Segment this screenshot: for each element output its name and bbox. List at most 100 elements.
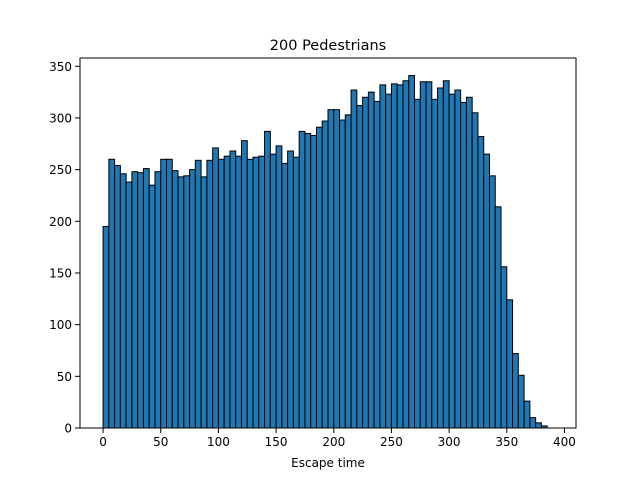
histogram-bar	[344, 114, 352, 429]
histogram-bar	[264, 130, 271, 429]
histogram-bar	[425, 81, 433, 429]
histogram-bar	[477, 136, 485, 429]
y-tick-label: 200	[49, 215, 72, 229]
histogram-bar	[206, 159, 214, 429]
x-tick-label: 200	[322, 435, 345, 449]
histogram-bar	[500, 266, 508, 429]
x-tick-label: 400	[553, 435, 576, 449]
y-tick-label: 50	[57, 370, 72, 384]
histogram-bar	[258, 155, 266, 429]
x-tick-label: 300	[438, 435, 461, 449]
histogram-bar	[483, 153, 490, 429]
histogram-bar	[362, 96, 369, 429]
x-tick-label: 250	[380, 435, 403, 449]
histogram-bar	[529, 417, 537, 429]
histogram-bar	[506, 299, 514, 429]
histogram-bar	[212, 147, 219, 429]
y-tick-label: 0	[64, 422, 72, 436]
histogram-bar	[171, 170, 179, 429]
histogram-bar	[160, 158, 168, 429]
histogram-bar	[442, 80, 450, 429]
histogram-bar	[102, 225, 110, 429]
histogram-bar	[379, 84, 387, 429]
histogram-bar	[402, 80, 410, 429]
histogram-bar	[183, 175, 191, 429]
histogram-bar	[200, 176, 208, 429]
x-axis-ticks: 0 50 100 150 200 250 300 350 400	[99, 428, 576, 449]
histogram-bar	[431, 98, 439, 429]
histogram-bar	[408, 75, 416, 429]
histogram-bar	[142, 168, 150, 429]
y-tick-label: 100	[49, 318, 72, 332]
histogram-bar	[373, 100, 381, 429]
histogram-bar	[287, 150, 294, 429]
x-tick-label: 350	[495, 435, 518, 449]
y-tick-label: 350	[49, 60, 72, 74]
histogram-bar	[367, 91, 375, 429]
histogram-bar	[194, 159, 202, 429]
histogram-bar	[177, 176, 185, 429]
histogram-bar	[292, 156, 300, 429]
histogram-bar	[125, 181, 133, 429]
histogram-bar	[448, 93, 456, 429]
histogram-bar	[333, 109, 341, 429]
histogram-bar	[356, 105, 364, 429]
histogram-bar	[488, 175, 496, 429]
histogram-bar	[131, 171, 139, 429]
histogram-bar	[396, 84, 404, 429]
histogram-bar	[298, 130, 306, 429]
histogram-bar	[154, 171, 162, 429]
histogram-bar	[419, 81, 427, 429]
y-tick-label: 150	[49, 266, 72, 280]
histogram-bar	[269, 153, 277, 429]
histogram-bar	[119, 173, 127, 429]
histogram-bar	[252, 156, 260, 429]
histogram-bar	[385, 93, 392, 429]
chart-title: 200 Pedestrians	[270, 38, 386, 54]
histogram-bar	[235, 155, 242, 429]
histogram-bar	[189, 169, 196, 429]
histogram-bar	[275, 145, 283, 429]
histogram-bar	[517, 374, 525, 429]
histogram-bar	[304, 132, 312, 429]
x-tick-label: 50	[153, 435, 168, 449]
histogram-bar	[148, 184, 156, 429]
histogram-bar	[460, 101, 467, 429]
y-axis-ticks: 0 50 100 150 200 250 300 350	[49, 60, 80, 436]
histogram-bar	[339, 119, 346, 429]
histogram-bar	[321, 120, 329, 429]
histogram-bar	[281, 162, 289, 429]
histogram-bar	[246, 158, 254, 429]
histogram-bar	[223, 155, 231, 429]
histogram-bar	[166, 158, 173, 429]
histogram-bar	[240, 140, 248, 429]
histogram-bar	[327, 109, 335, 429]
histogram-bar	[114, 164, 121, 429]
histogram-bar	[217, 158, 225, 429]
x-tick-label: 0	[99, 435, 107, 449]
histogram-bar	[437, 87, 444, 429]
histogram-bar	[414, 98, 421, 429]
histogram-bar	[454, 89, 462, 429]
histogram-bar	[535, 422, 542, 429]
histogram-bar	[523, 400, 531, 429]
histogram-bar	[471, 112, 479, 429]
plot-frame	[79, 57, 577, 429]
histogram-bar	[310, 135, 317, 429]
y-tick-label: 250	[49, 163, 72, 177]
histogram-bar	[512, 353, 519, 429]
x-tick-label: 100	[207, 435, 230, 449]
x-axis-label: Escape time	[291, 456, 365, 470]
histogram-bar	[229, 150, 237, 429]
histogram-bar	[465, 96, 473, 429]
histogram-bar	[108, 158, 116, 429]
histogram-bar	[137, 172, 144, 429]
y-tick-label: 300	[49, 111, 72, 125]
histogram-bar	[350, 89, 358, 429]
histogram-bar	[390, 83, 398, 429]
x-tick-label: 150	[265, 435, 288, 449]
histogram-bar	[494, 206, 502, 429]
histogram-bar	[315, 126, 323, 429]
